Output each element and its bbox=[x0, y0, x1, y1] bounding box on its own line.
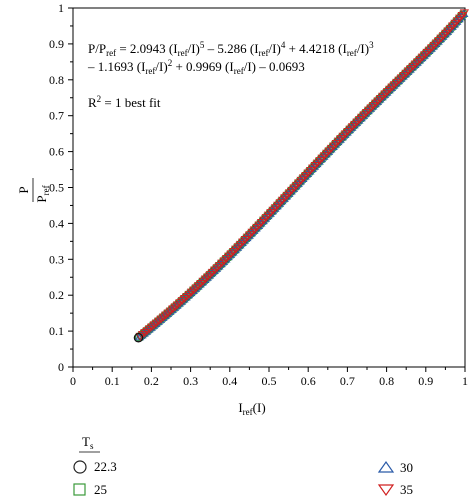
point-35 bbox=[459, 9, 469, 18]
point-22-3 bbox=[133, 333, 144, 343]
plot-area: 0 0.1 0.2 0.3 0.4 0.5 0.6 0.7 0.8 0.9 1 0 0.1 0.2 0.3… bbox=[49, 1, 469, 388]
legend-label: 30 bbox=[400, 460, 413, 475]
x-axis-label: Iref(I) bbox=[238, 400, 265, 417]
y-tick-label: 0 bbox=[58, 360, 64, 374]
y-tick-label: 0.5 bbox=[49, 181, 64, 195]
y-tick-label: 0.6 bbox=[49, 145, 64, 159]
legend-entry-35: 35 bbox=[377, 482, 413, 497]
y-tick-label: 0.2 bbox=[49, 288, 64, 302]
legend-marker-square bbox=[73, 483, 86, 496]
x-tick-label: 0.1 bbox=[105, 374, 120, 388]
y-label-denominator: Pref bbox=[34, 185, 51, 202]
equation-line-1: P/Pref = 2.0943 (Iref/I)5 – 5.286 (Iref/… bbox=[88, 40, 374, 58]
x-tick-label: 0.3 bbox=[183, 374, 198, 388]
legend-marker-circle bbox=[73, 460, 87, 474]
legend-label: 25 bbox=[94, 482, 107, 497]
x-axis: 0 0.1 0.2 0.3 0.4 0.5 0.6 0.7 0.8 0.9 1 bbox=[70, 367, 468, 388]
x-tick-label: 0.8 bbox=[379, 374, 394, 388]
data-points bbox=[133, 8, 469, 343]
x-tick-label: 0 bbox=[70, 374, 76, 388]
legend-label: 35 bbox=[400, 482, 413, 497]
equation-line-2: – 1.1693 (Iref/I)2 + 0.9969 (Iref/I) – 0… bbox=[87, 58, 305, 76]
legend-marker-triangle-up bbox=[377, 460, 395, 473]
x-tick-label: 0.9 bbox=[418, 374, 433, 388]
x-tick-label: 0.6 bbox=[301, 374, 316, 388]
legend-marker-triangle-down bbox=[377, 484, 395, 497]
y-label-numerator: P bbox=[16, 186, 31, 193]
y-tick-label: 0.8 bbox=[49, 73, 64, 87]
y-tick-label: 0.1 bbox=[49, 324, 64, 338]
legend-label: 22.3 bbox=[94, 459, 117, 474]
r-squared-label: R2 = 1 best fit bbox=[88, 94, 161, 110]
legend-entry-30: 30 bbox=[377, 460, 413, 475]
legend-title: Ts bbox=[82, 434, 94, 451]
y-tick-label: 0.3 bbox=[49, 252, 64, 266]
x-tick-label: 0.7 bbox=[340, 374, 355, 388]
y-axis: 0 0.1 0.2 0.3 0.4 0.5 0.6 0.7 0.8 0.9 1 bbox=[49, 1, 73, 374]
x-tick-label: 1 bbox=[462, 374, 468, 388]
x-tick-label: 0.2 bbox=[144, 374, 159, 388]
x-tick-label: 0.5 bbox=[262, 374, 277, 388]
y-tick-label: 1 bbox=[58, 1, 64, 15]
legend-entry-22-3: 22.3 bbox=[73, 459, 117, 474]
legend-entry-25: 25 bbox=[73, 482, 107, 497]
x-tick-label: 0.4 bbox=[222, 374, 237, 388]
legend: Ts 22.3 25 30 35 bbox=[73, 434, 413, 497]
y-tick-label: 0.9 bbox=[49, 37, 64, 51]
y-tick-label: 0.7 bbox=[49, 109, 64, 123]
y-tick-label: 0.4 bbox=[49, 216, 64, 230]
y-axis-label: P Pref bbox=[16, 178, 51, 203]
